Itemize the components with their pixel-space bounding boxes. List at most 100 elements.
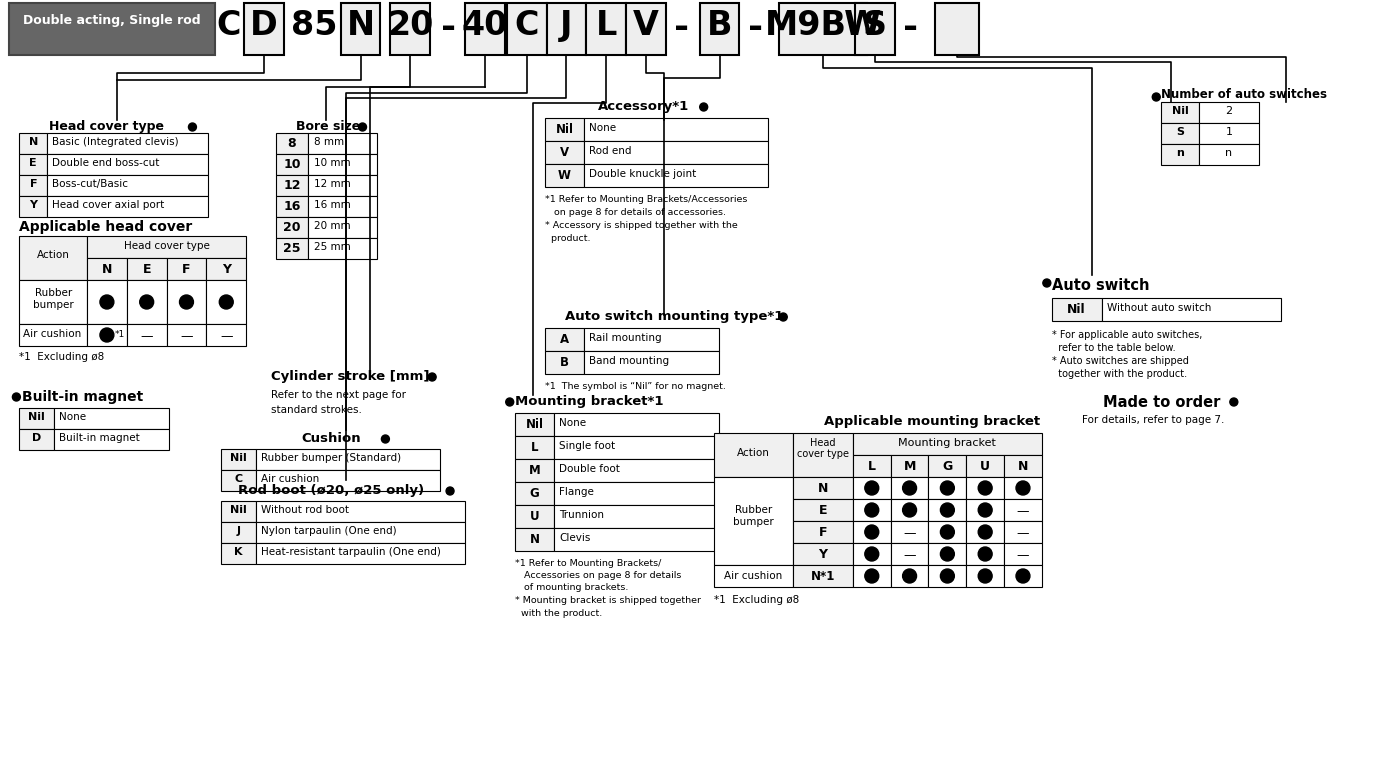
Bar — [554, 528, 719, 551]
Bar — [308, 133, 378, 154]
Text: N: N — [530, 533, 540, 546]
Text: N: N — [1017, 460, 1029, 473]
Text: *1 Refer to Mounting Brackets/Accessories: *1 Refer to Mounting Brackets/Accessorie… — [544, 195, 747, 204]
Text: B: B — [706, 9, 733, 42]
Bar — [891, 455, 929, 477]
Text: standard strokes.: standard strokes. — [271, 405, 362, 415]
Circle shape — [358, 123, 366, 131]
Text: Nil: Nil — [526, 418, 544, 431]
Text: Double knuckle joint: Double knuckle joint — [590, 169, 697, 179]
Text: * For applicable auto switches,: * For applicable auto switches, — [1052, 330, 1202, 340]
Text: 10 mm: 10 mm — [314, 158, 350, 168]
Bar — [87, 280, 126, 324]
Bar — [257, 501, 465, 522]
Text: Double acting, Single rod: Double acting, Single rod — [24, 14, 201, 27]
Bar — [308, 238, 378, 259]
Bar — [544, 141, 584, 164]
Text: N: N — [101, 263, 112, 276]
Bar — [586, 3, 626, 55]
Text: For details, refer to page 7.: For details, refer to page 7. — [1081, 415, 1224, 425]
Circle shape — [865, 547, 879, 561]
Text: D: D — [32, 433, 40, 443]
Bar — [19, 154, 47, 175]
Text: F: F — [819, 526, 827, 539]
Circle shape — [100, 295, 114, 309]
Bar — [793, 521, 852, 543]
Bar — [554, 436, 719, 459]
Text: Mounting bracket*1: Mounting bracket*1 — [515, 395, 663, 408]
Text: Boss-cut/Basic: Boss-cut/Basic — [53, 179, 128, 189]
Text: of mounting brackets.: of mounting brackets. — [515, 583, 629, 592]
Bar — [852, 565, 891, 587]
Bar — [544, 164, 584, 187]
Circle shape — [941, 569, 955, 583]
Text: Air cushion: Air cushion — [261, 474, 319, 484]
Bar — [276, 133, 308, 154]
Text: Double end boss-cut: Double end boss-cut — [53, 158, 160, 168]
Bar — [19, 133, 47, 154]
Text: N*1: N*1 — [811, 570, 836, 583]
Circle shape — [941, 503, 955, 517]
Bar — [221, 501, 257, 522]
Text: Auto switch: Auto switch — [1052, 278, 1149, 293]
Bar — [713, 565, 793, 587]
Bar — [507, 3, 547, 55]
Bar — [87, 236, 246, 258]
Text: M9BW: M9BW — [765, 9, 881, 42]
Bar — [1004, 521, 1042, 543]
Circle shape — [779, 313, 787, 321]
Text: Rubber bumper (Standard): Rubber bumper (Standard) — [261, 453, 401, 463]
Bar — [276, 217, 308, 238]
Text: C: C — [217, 9, 240, 42]
Text: -: - — [440, 11, 455, 45]
Circle shape — [1016, 569, 1030, 583]
Text: S: S — [863, 9, 887, 42]
Text: —: — — [1017, 505, 1030, 518]
Text: —: — — [1017, 549, 1030, 562]
Bar — [966, 543, 1004, 565]
Text: None: None — [590, 123, 616, 133]
Text: Head: Head — [811, 438, 836, 448]
Text: Air cushion: Air cushion — [24, 329, 82, 339]
Text: —: — — [1017, 527, 1030, 540]
Bar — [891, 543, 929, 565]
Bar — [936, 3, 979, 55]
Text: 16 mm: 16 mm — [314, 200, 351, 210]
Bar — [244, 3, 285, 55]
Text: 10: 10 — [283, 158, 301, 171]
Bar — [308, 196, 378, 217]
Bar — [793, 477, 852, 499]
Text: Auto switch mounting type*1: Auto switch mounting type*1 — [565, 310, 783, 323]
Text: 12 mm: 12 mm — [314, 179, 351, 189]
Text: N: N — [818, 482, 829, 495]
Bar — [515, 413, 554, 436]
Bar — [390, 3, 430, 55]
Text: Single foot: Single foot — [559, 441, 616, 451]
Bar — [87, 324, 126, 346]
Bar — [54, 408, 168, 429]
Text: —: — — [904, 549, 916, 562]
Text: * Accessory is shipped together with the: * Accessory is shipped together with the — [544, 221, 737, 230]
Bar — [308, 175, 378, 196]
Bar — [929, 499, 966, 521]
Bar — [966, 521, 1004, 543]
Bar — [554, 413, 719, 436]
Bar — [966, 565, 1004, 587]
Bar — [554, 505, 719, 528]
Bar — [852, 521, 891, 543]
Bar — [167, 258, 207, 280]
Bar — [47, 154, 208, 175]
Circle shape — [179, 295, 193, 309]
Text: Rubber: Rubber — [35, 288, 72, 298]
Bar — [1199, 102, 1259, 123]
Text: Head cover type: Head cover type — [124, 241, 210, 251]
Circle shape — [979, 525, 992, 539]
Bar — [19, 408, 54, 429]
Bar — [126, 258, 167, 280]
Bar — [966, 477, 1004, 499]
Bar — [779, 3, 868, 55]
Text: with the product.: with the product. — [515, 609, 602, 618]
Text: Flange: Flange — [559, 487, 594, 497]
Circle shape — [865, 569, 879, 583]
Text: A: A — [559, 333, 569, 346]
